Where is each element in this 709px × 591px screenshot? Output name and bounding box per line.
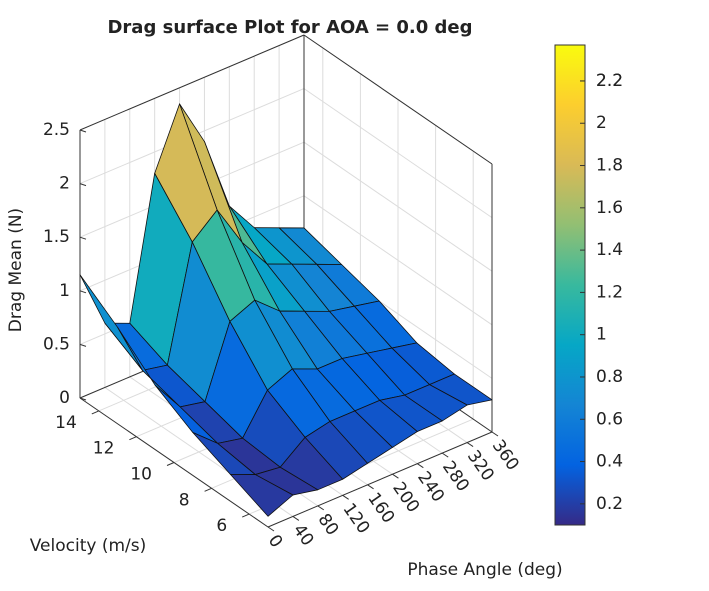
z-tick [79, 236, 87, 240]
colorbar-tick-label: 0.6 [596, 409, 623, 429]
x-tick-label: 80 [314, 510, 343, 539]
x-tick [417, 463, 424, 469]
grid-line [303, 88, 493, 219]
z-tick-label: 2 [59, 174, 70, 194]
x-tick [392, 473, 399, 479]
x-axis-label: Phase Angle (deg) [407, 560, 562, 580]
z-tick [79, 129, 87, 133]
colorbar-tick-label: 0.2 [596, 494, 623, 514]
colorbar-tick-label: 2.2 [596, 71, 623, 91]
y-tick [204, 487, 212, 492]
colorbar-tick-label: 1.4 [596, 240, 623, 260]
y-tick-label: 12 [93, 439, 115, 459]
y-tick [129, 436, 137, 441]
colorbar-ticks: 0.20.40.60.811.21.41.61.822.22.2 [580, 71, 623, 514]
colorbar-tick-label: 2 [596, 113, 607, 133]
x-tick [317, 505, 325, 511]
grid-line [303, 141, 493, 272]
colorbar-tick-label: 0.4 [596, 452, 623, 472]
y-axis-label: Velocity (m/s) [30, 536, 147, 556]
colorbar-tick-label: 0.8 [596, 367, 623, 387]
z-tick-label: 2.5 [43, 120, 70, 140]
z-tick-label: 0.5 [43, 334, 70, 354]
colorbar-tick-label: 1.6 [596, 198, 623, 218]
x-tick [491, 431, 499, 437]
x-tick [367, 484, 374, 490]
colorbar-tick-label: 1.8 [596, 156, 623, 176]
colorbar-tick-label: 1.2 [596, 282, 623, 302]
z-tick [79, 397, 87, 401]
axis-edge [303, 34, 493, 165]
x-tick-label: 0 [264, 531, 287, 551]
z-axis-label: Drag Mean (N) [6, 208, 26, 332]
y-tick [242, 513, 250, 518]
x-tick [441, 452, 449, 458]
z-tick [79, 290, 87, 294]
y-tick [91, 410, 99, 415]
y-tick-label: 8 [179, 490, 190, 510]
x-tick [466, 442, 474, 447]
surface [79, 103, 493, 517]
x-tick [267, 526, 275, 532]
colorbar [554, 44, 586, 526]
z-tick-label: 1.5 [43, 227, 70, 247]
colorbar-tick-label: 1 [596, 325, 607, 345]
z-tick [79, 183, 87, 187]
y-tick-label: 10 [130, 465, 152, 485]
axis-edge [79, 34, 305, 131]
y-tick-label: 14 [55, 413, 77, 433]
z-tick-label: 0 [59, 388, 70, 408]
y-tick-label: 6 [216, 516, 227, 536]
axis-line [267, 431, 493, 528]
surface-cell [229, 473, 294, 517]
z-tick [79, 343, 87, 347]
z-tick-label: 1 [59, 281, 70, 301]
chart-title: Drag surface Plot for AOA = 0.0 deg [107, 17, 472, 38]
y-tick [166, 462, 175, 466]
grid-line [303, 195, 493, 326]
x-tick [342, 494, 349, 500]
colorbar-tick-label: 2.2 [596, 71, 623, 91]
x-tick-label: 40 [289, 521, 318, 550]
x-tick [292, 516, 300, 521]
